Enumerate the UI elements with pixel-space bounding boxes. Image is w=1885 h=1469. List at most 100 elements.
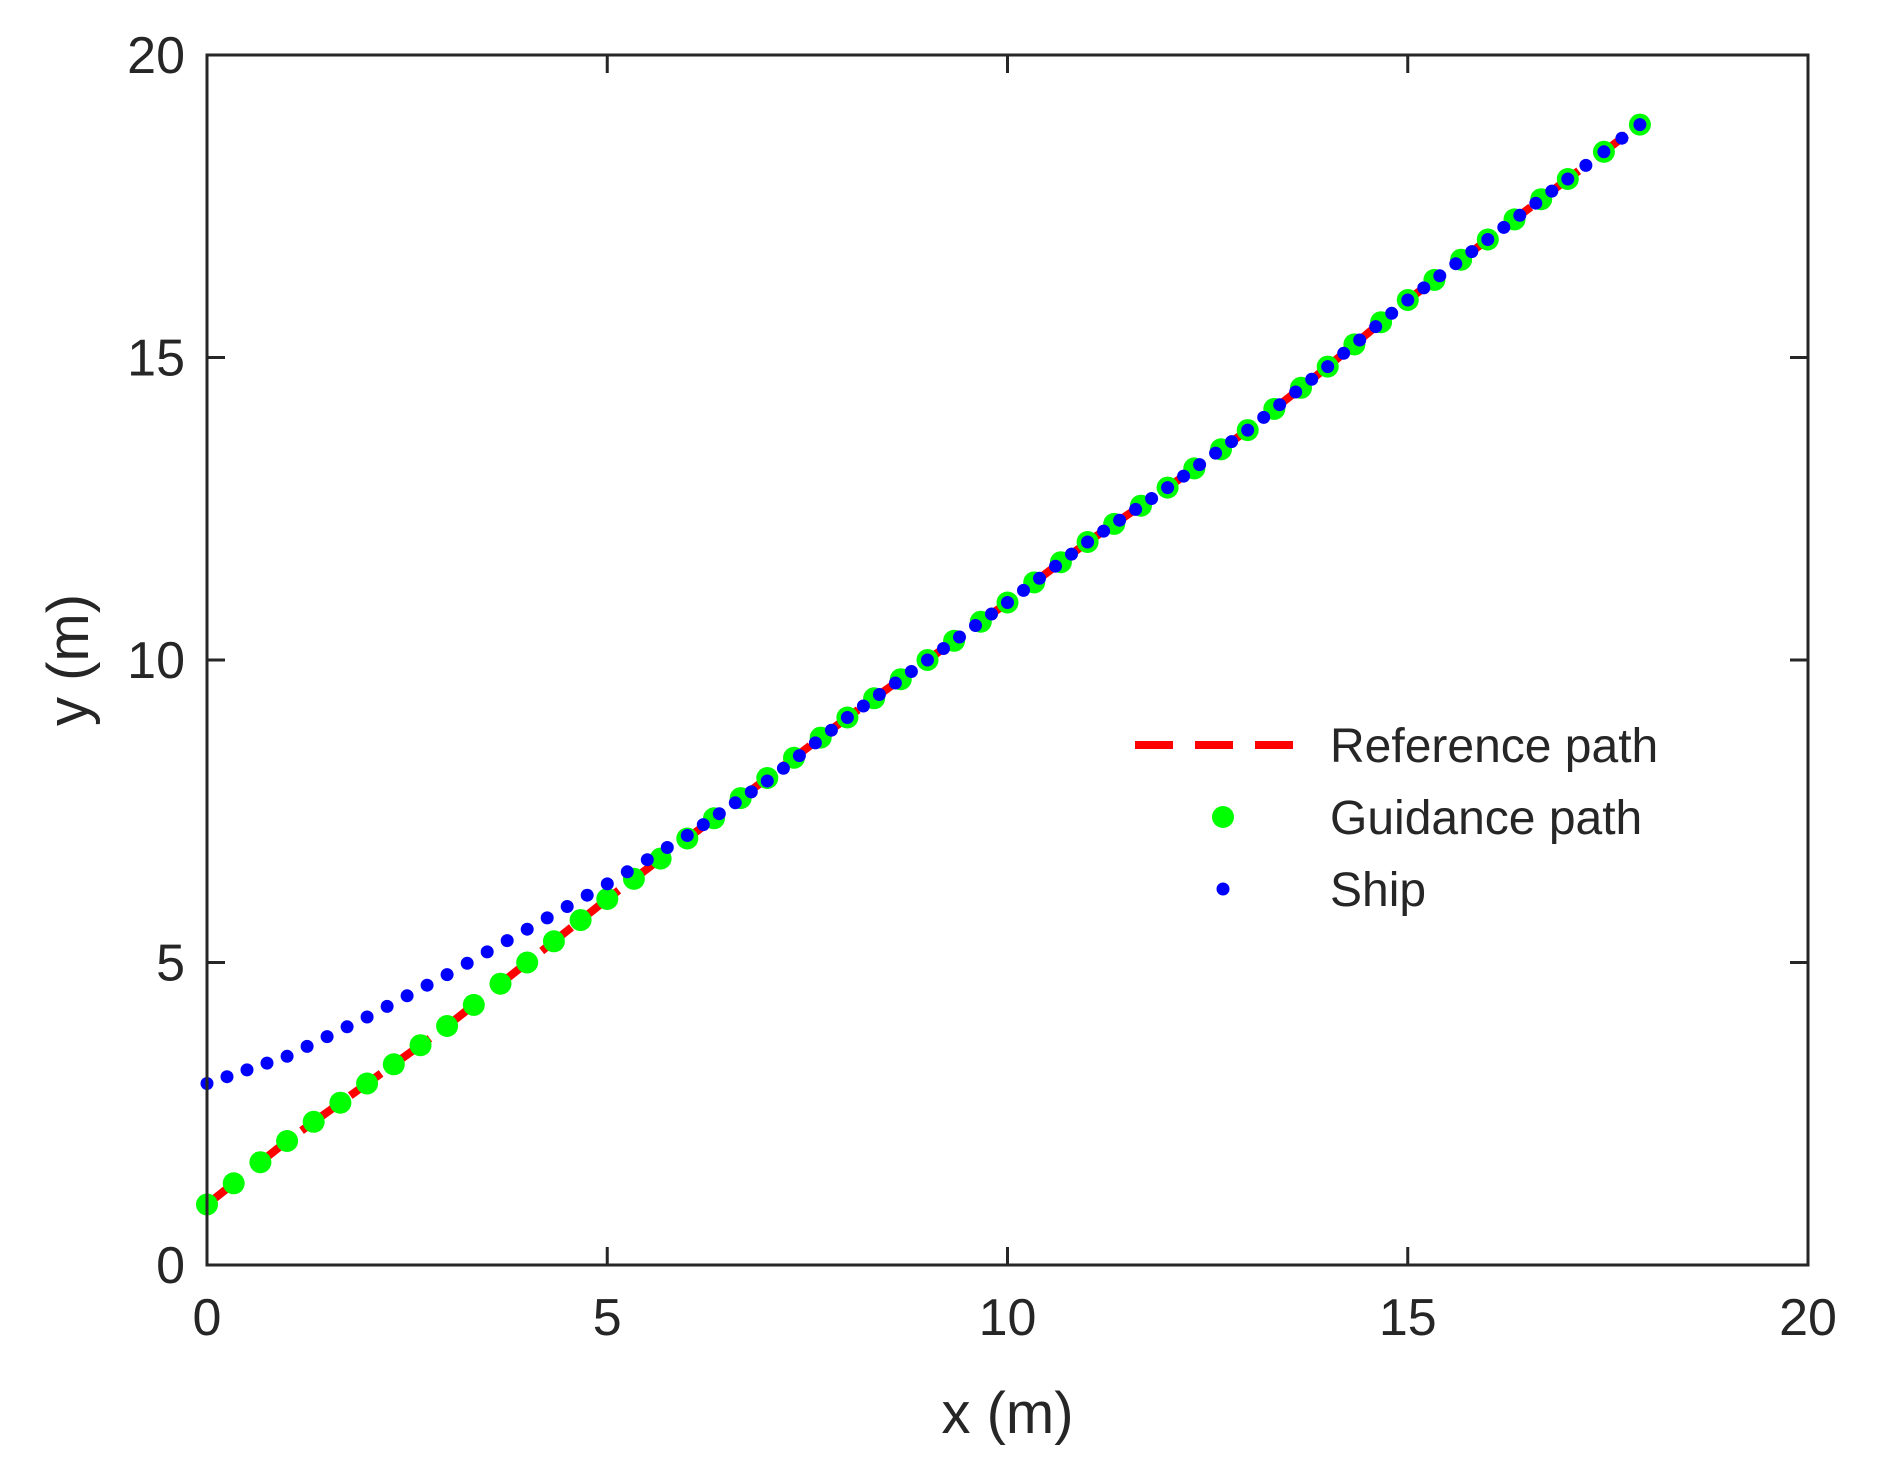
ship-point (460, 956, 474, 970)
ship-point (1449, 257, 1463, 271)
ship-point (1579, 158, 1593, 172)
ship-point (220, 1070, 234, 1084)
guidance-point (249, 1151, 272, 1174)
ship-point (1113, 513, 1127, 527)
y-tick-label: 10 (127, 632, 185, 690)
ship-point (480, 945, 494, 959)
ship-point (420, 978, 434, 992)
legend-label: Guidance path (1330, 792, 1642, 845)
ship-point (712, 807, 726, 821)
ship-point (1033, 571, 1046, 585)
ship-point (1289, 385, 1303, 399)
ship-point (1065, 547, 1078, 561)
ship-point (1241, 423, 1255, 437)
guidance-point (302, 1110, 325, 1133)
legend-ship-swatch (1216, 882, 1230, 896)
ship-point (696, 818, 710, 832)
ship-point (1513, 208, 1527, 222)
series-ship (200, 118, 1647, 1090)
ship-point (560, 900, 574, 913)
ship-point (1465, 245, 1479, 259)
ship-point (1305, 372, 1319, 386)
ship-point (320, 1030, 334, 1044)
ship-point (620, 865, 634, 879)
ship-point (792, 749, 806, 763)
ship-point (760, 774, 774, 788)
ship-point (1433, 269, 1447, 283)
guidance-point (489, 972, 512, 995)
ship-point (1273, 398, 1287, 412)
ship-point (856, 699, 870, 713)
ship-point (1401, 293, 1415, 307)
legend: Reference path Guidance path Ship (1135, 720, 1658, 917)
legend-label: Reference path (1330, 720, 1658, 773)
guidance-point (516, 951, 539, 974)
ship-point (660, 841, 674, 854)
ship-point (240, 1063, 254, 1077)
ship-point (1597, 145, 1611, 159)
ship-point (540, 911, 554, 925)
ship-point (680, 829, 694, 842)
ship-point (904, 665, 918, 678)
legend-label: Ship (1330, 864, 1426, 917)
ship-point (1545, 184, 1559, 198)
ship-point (1337, 346, 1351, 360)
guidance-point (596, 888, 619, 910)
x-tick-label: 0 (193, 1289, 222, 1347)
ship-point (280, 1049, 294, 1063)
ship-point (500, 934, 514, 948)
guidance-point (436, 1015, 459, 1037)
guidance-point (462, 993, 485, 1016)
ship-point (969, 619, 982, 632)
ship-point (1017, 583, 1030, 597)
x-tick-label: 15 (1379, 1289, 1437, 1347)
ship-point (300, 1039, 314, 1053)
ship-point (1417, 281, 1431, 295)
ship-point (1193, 458, 1207, 472)
ship-point (872, 688, 886, 701)
legend-guidance-path-swatch (1212, 806, 1234, 828)
guidance-point (382, 1053, 405, 1076)
ship-point (1049, 559, 1062, 573)
ship-point (1145, 492, 1159, 505)
ship-point (937, 642, 950, 655)
ship-point (1353, 333, 1367, 347)
ship-point (1209, 446, 1223, 460)
x-tick-label: 10 (979, 1289, 1037, 1347)
ship-point (728, 796, 742, 810)
ship-point (953, 630, 966, 644)
x-tick-label: 5 (593, 1289, 622, 1347)
ship-point (260, 1056, 274, 1070)
series-layer (196, 113, 1651, 1216)
ship-point (360, 1010, 374, 1024)
ship-point (921, 653, 934, 667)
ship-point (744, 785, 758, 799)
ship-point (824, 723, 838, 737)
ship-point (1225, 435, 1239, 449)
ship-point (1001, 596, 1014, 609)
guidance-point (569, 909, 592, 932)
ship-point (1615, 131, 1629, 145)
ship-point (640, 853, 654, 867)
ship-point (1369, 320, 1383, 334)
ship-point (1161, 481, 1175, 495)
ship-point (808, 736, 822, 750)
y-tick-label: 15 (127, 330, 185, 388)
guidance-point (222, 1172, 245, 1195)
ship-point (1561, 172, 1575, 186)
ship-point (1081, 535, 1095, 549)
ship-point (1497, 220, 1511, 234)
y-axis-label: y (m) (36, 594, 101, 726)
guidance-point (329, 1091, 352, 1114)
guidance-point (542, 930, 565, 953)
ship-point (380, 999, 394, 1013)
ship-point (888, 676, 902, 690)
ship-point (520, 922, 534, 936)
ship-point (1257, 410, 1271, 424)
x-axis-label: x (m) (941, 1381, 1073, 1446)
axis-layer: 0 5 10 15 20 0 5 10 15 20 (127, 27, 1837, 1347)
guidance-point (276, 1130, 299, 1152)
x-tick-label: 20 (1779, 1289, 1837, 1347)
